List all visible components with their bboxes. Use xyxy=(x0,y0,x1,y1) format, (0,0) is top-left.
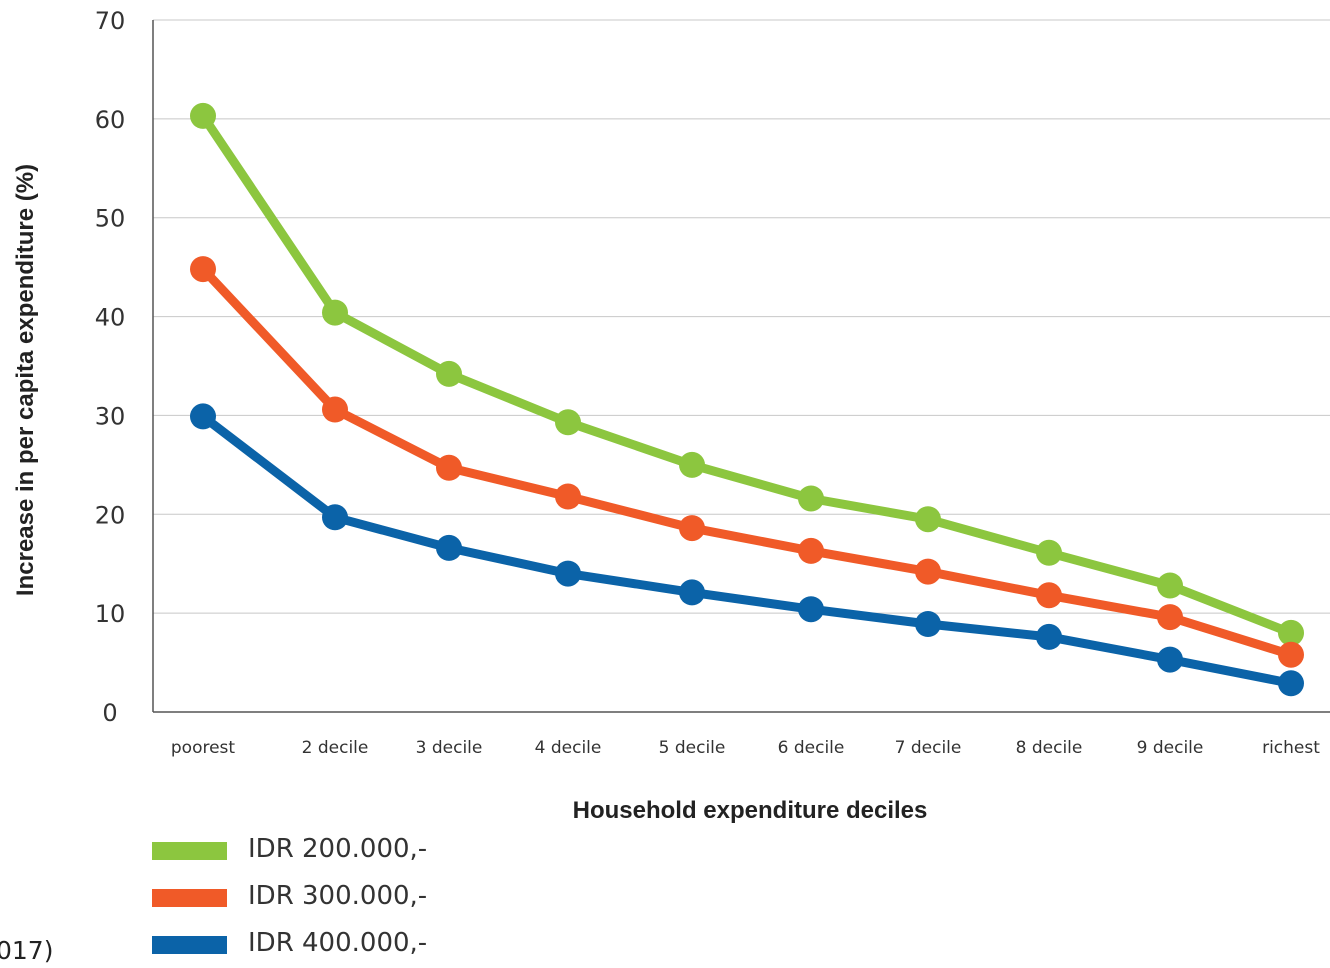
legend-label-idr-400000: IDR 400.000,- xyxy=(248,928,428,958)
series-3-point-8 xyxy=(1036,623,1062,650)
x-tick-label-4: 4 decile xyxy=(535,738,602,758)
series-3-point-4 xyxy=(555,560,581,587)
series-1-point-6 xyxy=(798,485,824,512)
y-tick-label-70: 70 xyxy=(95,7,126,35)
x-tick-label-5: 5 decile xyxy=(659,738,726,758)
y-tick-label-10: 10 xyxy=(95,600,126,628)
series-2-point-2 xyxy=(322,396,348,423)
series-1-point-3 xyxy=(436,360,462,387)
series-2-point-8 xyxy=(1036,582,1062,609)
series-1-point-7 xyxy=(915,506,941,533)
series-2-point-1 xyxy=(190,256,216,283)
legend-swatch-orange xyxy=(152,889,227,907)
x-axis-title: Household expenditure deciles xyxy=(573,797,928,824)
x-tick-label-9: 9 decile xyxy=(1137,738,1204,758)
y-tick-label-0: 0 xyxy=(102,699,117,727)
legend-swatch-blue xyxy=(152,936,227,954)
y-tick-labels: 0 10 20 30 40 50 60 70 xyxy=(95,7,126,727)
series-3-point-9 xyxy=(1157,646,1183,673)
x-tick-label-7: 7 decile xyxy=(895,738,962,758)
series-3-point-6 xyxy=(798,596,824,623)
legend-item-idr-400000: IDR 400.000,- xyxy=(152,928,552,968)
legend-label-idr-200000: IDR 200.000,- xyxy=(248,834,428,864)
series-1-point-8 xyxy=(1036,539,1062,566)
legend-swatch-green xyxy=(152,842,227,860)
x-tick-label-8: 8 decile xyxy=(1016,738,1083,758)
series-2 xyxy=(190,256,1304,668)
y-axis-title: Increase in per capita expenditure (%) xyxy=(12,164,39,596)
series-3-point-3 xyxy=(436,534,462,561)
series-3-point-2 xyxy=(322,504,348,531)
y-tick-label-50: 50 xyxy=(95,205,126,233)
series-1 xyxy=(190,102,1304,646)
series-2-line xyxy=(198,264,1296,660)
series-2-point-3 xyxy=(436,454,462,481)
series-1-point-4 xyxy=(555,409,581,436)
y-tick-label-30: 30 xyxy=(95,402,126,430)
series-3-point-5 xyxy=(679,579,705,606)
x-tick-label-1: poorest xyxy=(171,738,236,758)
series-2-point-9 xyxy=(1157,604,1183,631)
x-tick-label-6: 6 decile xyxy=(778,738,845,758)
series-3-line xyxy=(198,411,1296,688)
series-1-point-5 xyxy=(679,451,705,478)
series-2-point-5 xyxy=(679,515,705,542)
y-tick-label-60: 60 xyxy=(95,106,126,134)
series-1-point-2 xyxy=(322,299,348,326)
series-2-point-7 xyxy=(915,558,941,585)
legend-label-idr-300000: IDR 300.000,- xyxy=(248,881,428,911)
series-3 xyxy=(190,403,1304,697)
series-2-point-4 xyxy=(555,483,581,510)
x-tick-labels: poorest 2 decile 3 decile 4 decile 5 decile 6… xyxy=(171,738,1320,758)
series-3-point-7 xyxy=(915,611,941,637)
cut-off-source-text: 017) xyxy=(0,936,54,965)
series-1-point-10 xyxy=(1278,619,1304,646)
series-1-point-9 xyxy=(1157,572,1183,599)
x-tick-label-3: 3 decile xyxy=(416,738,483,758)
legend-item-idr-200000: IDR 200.000,- xyxy=(152,834,552,874)
series-1-line xyxy=(198,111,1296,638)
y-tick-label-20: 20 xyxy=(95,501,126,529)
series-group xyxy=(190,102,1304,697)
series-1-point-1 xyxy=(190,102,216,129)
series-3-point-10 xyxy=(1278,670,1304,697)
legend-item-idr-300000: IDR 300.000,- xyxy=(152,881,552,921)
series-2-point-10 xyxy=(1278,641,1304,668)
y-tick-label-40: 40 xyxy=(95,304,126,332)
x-tick-label-10: richest xyxy=(1262,738,1320,758)
series-3-point-1 xyxy=(190,403,216,430)
series-2-point-6 xyxy=(798,537,824,564)
x-tick-label-2: 2 decile xyxy=(302,738,369,758)
